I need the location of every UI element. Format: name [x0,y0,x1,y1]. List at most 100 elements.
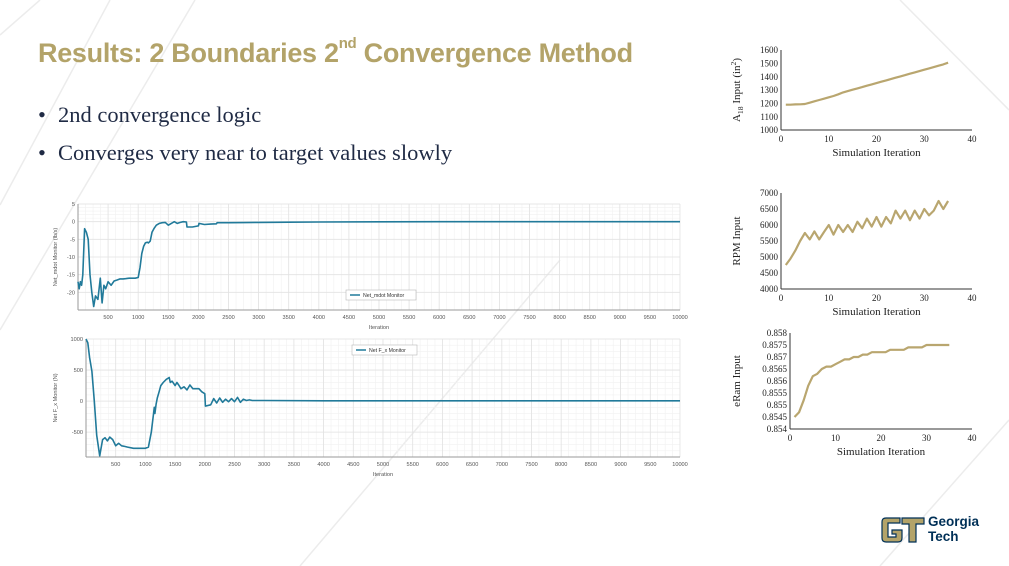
y-axis-label: A18 Input (in2) [729,58,745,122]
y-tick-label: 0.856 [767,376,788,386]
x-tick-label: 9500 [644,462,656,468]
x-tick-label: 10000 [672,315,688,321]
slide-title: Results: 2 Boundaries 2nd Convergence Me… [38,35,633,69]
series-line [784,199,950,266]
x-tick-label: 8000 [555,462,567,468]
x-tick-label: 500 [103,315,112,321]
y-axis-label: eRam Input [731,355,743,407]
x-tick-label: 8000 [553,315,565,321]
bullet-item: Converges very near to target values slo… [38,138,452,176]
legend-box [345,289,417,301]
x-tick-label: 20 [872,134,882,144]
y-tick-label: 0 [72,220,75,226]
chart-net-mdot: 500 1000 1500 2000 2500 3000 3500 4000 4500 5000 5… [53,202,688,331]
y-axis-label-part: ) [731,58,743,62]
x-tick-label: 6000 [433,315,445,321]
x-tick-label: 1000 [139,462,151,468]
x-tick-label: 9500 [644,315,656,321]
y-tick-label: 6000 [760,220,779,230]
y-tick-label: 0.858 [767,328,788,338]
x-tick-label: 3000 [252,315,264,321]
x-tick-label: 1500 [162,315,174,321]
series-line [77,220,680,308]
x-tick-label: 40 [968,293,978,303]
x-tick-label: 3000 [258,462,270,468]
title-superscript: nd [338,35,357,52]
y-tick-label: 0.8565 [762,364,787,374]
y-tick-label: 4500 [760,268,779,278]
y-tick-label: 500 [74,368,83,374]
x-tick-label: 8500 [585,462,597,468]
y-tick-label: 0.854 [767,424,788,434]
x-tick-label: 6500 [466,462,478,468]
legend-label: Net_mdot Monitor [363,293,405,299]
x-axis-label: Iteration [369,325,389,331]
y-tick-label: 5500 [760,236,779,246]
bullet-list: 2nd convergence logic Converges very nea… [38,100,452,176]
y-tick-label: 1000 [71,337,83,343]
title-main: Results: 2 Boundaries 2 [38,38,339,68]
x-axis-label: Simulation Iteration [832,306,921,318]
x-tick-label: 6500 [463,315,475,321]
y-tick-label: 1600 [760,45,779,55]
x-axis-label: Iteration [373,472,393,478]
chart-eram-input: 0 10 20 30 40 0.854 0.8545 0.855 0.8555 0.856 0.85… [731,328,977,458]
y-axis-label: Net F_x Monitor (N) [53,373,59,422]
x-tick-label: 7000 [493,315,505,321]
y-tick-label: 4000 [760,284,779,294]
x-tick-label: 5500 [403,315,415,321]
y-tick-label: 1200 [760,98,779,108]
x-tick-label: 0 [788,433,793,443]
x-tick-label: 1500 [169,462,181,468]
y-tick-label: 1000 [760,125,779,135]
x-tick-label: 5000 [373,315,385,321]
y-axis-label: Net_mdot Monitor (lb/s) [53,228,59,287]
x-tick-label: 4000 [313,315,325,321]
y-tick-label: 5000 [760,252,779,262]
x-tick-label: 7000 [496,462,508,468]
x-tick-label: 5000 [377,462,389,468]
x-tick-label: 10000 [672,462,688,468]
y-axis-label: RPM Input [731,216,743,265]
y-tick-label: 0 [80,399,83,405]
bullet-item: 2nd convergence logic [38,100,452,138]
x-tick-label: 2000 [199,462,211,468]
x-tick-label: 30 [920,293,930,303]
x-axis-label: Simulation Iteration [837,446,926,458]
legend: Net_mdot Monitor [345,289,417,301]
legend-box [351,344,418,356]
x-tick-label: 3500 [288,462,300,468]
chart-net-fx: 500 1000 1500 2000 2500 3000 3500 4000 4500 5000 5… [53,337,688,478]
legend: Net F_x Monitor [351,344,418,356]
x-tick-label: 30 [920,134,930,144]
series-line [85,338,680,457]
x-tick-label: 10 [831,433,841,443]
y-tick-label: 0.8545 [762,412,787,422]
x-tick-label: 30 [922,433,932,443]
y-tick-label: 0.857 [767,352,788,362]
x-tick-label: 2500 [228,462,240,468]
series-line [793,343,950,418]
x-tick-label: 1000 [132,315,144,321]
x-tick-label: 7500 [523,315,535,321]
title-rest: Convergence Method [356,38,633,68]
y-tick-label: 0.8575 [762,340,787,350]
y-tick-label: 1500 [760,58,779,68]
x-tick-label: 0 [779,293,784,303]
gt-monogram-icon [881,517,925,543]
y-tick-label: 0.8555 [762,388,787,398]
x-axis-label: Simulation Iteration [832,147,921,159]
y-axis-label-part: Input (in [731,65,743,106]
y-tick-label: -15 [67,273,75,279]
y-tick-label: 1400 [760,72,779,82]
x-tick-label: 20 [877,433,887,443]
chart-rpm-input: 0 10 20 30 40 4000 4500 5000 5500 6000 6500 7000 Sim… [731,188,978,318]
georgia-tech-logo: Georgia Tech [880,512,990,548]
y-tick-label: 6500 [760,204,779,214]
x-tick-label: 6000 [436,462,448,468]
chart-a18-input: 0 10 20 30 40 1000 1100 1200 1300 1400 1500 1600 Sim… [729,45,977,159]
x-tick-label: 0 [779,134,784,144]
y-tick-label: 7000 [760,188,779,198]
x-tick-label: 500 [111,462,120,468]
y-axis-label-part: A [731,114,743,122]
